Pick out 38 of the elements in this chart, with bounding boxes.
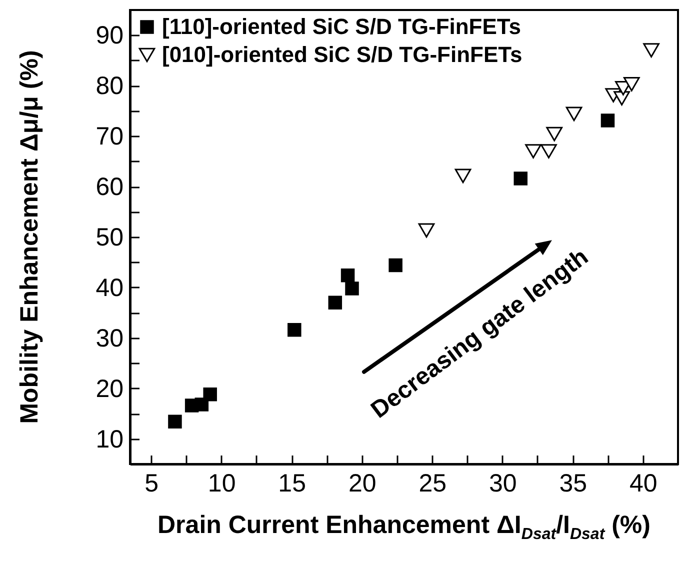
point xyxy=(288,322,302,337)
x-tick-label: 15 xyxy=(278,470,306,498)
y-tick-label: 80 xyxy=(96,72,124,100)
point xyxy=(623,76,640,92)
x-axis-title: Drain Current Enhancement ΔI$_{Dsat}$/I$_{Dsat}$ (%) xyxy=(158,511,650,544)
point xyxy=(546,126,563,142)
point xyxy=(540,144,557,158)
point xyxy=(203,388,217,402)
y-tick-label: 20 xyxy=(96,374,124,403)
x-tick-label: 30 xyxy=(488,470,517,498)
x-tick-label: 20 xyxy=(348,470,376,498)
point xyxy=(168,414,182,428)
y-tick-label: 10 xyxy=(96,425,124,454)
x-tick-label: 10 xyxy=(208,470,236,498)
point xyxy=(566,106,582,122)
x-tick-label: 40 xyxy=(629,470,658,498)
legend-label: [110]-oriented SiC S/D TG-FinFETs xyxy=(162,14,521,39)
point xyxy=(328,296,342,310)
point xyxy=(388,258,402,272)
y-tick-label: 70 xyxy=(96,122,124,151)
y-tick-label: 30 xyxy=(96,324,124,352)
x-tick-label: 35 xyxy=(559,470,588,498)
x-tick-label: 5 xyxy=(144,470,159,498)
legend-label: [010]-oriented SiC S/D TG-FinFETs xyxy=(162,42,522,67)
point xyxy=(454,168,472,184)
x-tick-label: 25 xyxy=(418,470,447,498)
point xyxy=(525,144,542,158)
point xyxy=(418,223,435,238)
point xyxy=(345,282,359,296)
point xyxy=(643,43,660,58)
point xyxy=(600,114,615,128)
point xyxy=(514,172,528,186)
point xyxy=(340,268,355,282)
y-tick-label: 90 xyxy=(96,22,124,50)
y-tick-label: 60 xyxy=(96,173,124,202)
y-axis-title: Mobility Enhancement Δμ/μ (%) xyxy=(16,50,44,424)
y-tick-label: 50 xyxy=(96,224,124,252)
y-tick-label: 40 xyxy=(96,274,124,302)
